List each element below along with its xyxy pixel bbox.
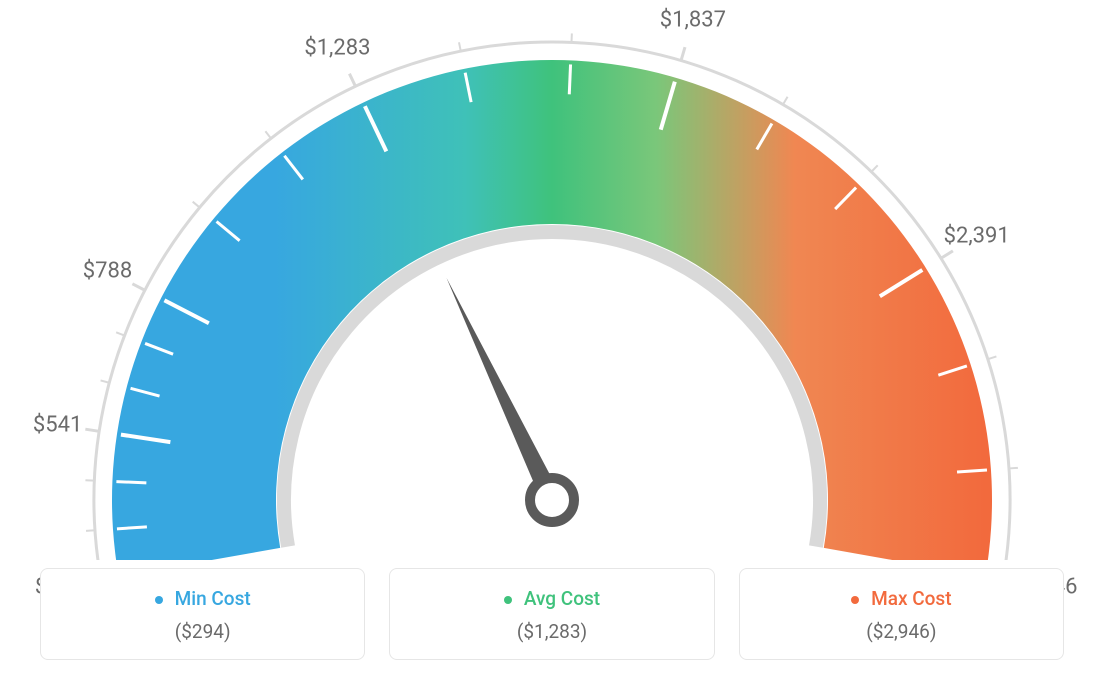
tick-label: $1,837 <box>660 8 726 33</box>
legend-value-avg: ($1,283) <box>400 620 703 643</box>
minor-tick <box>569 64 570 94</box>
legend-label: Avg Cost <box>524 587 600 610</box>
scale-minor-tick <box>265 131 271 138</box>
tick-label: $541 <box>33 412 82 437</box>
scale-tick <box>681 47 685 60</box>
minor-tick <box>116 482 146 483</box>
tick-label: $788 <box>83 259 132 284</box>
minor-tick <box>117 527 147 529</box>
legend-card-min: Min Cost ($294) <box>40 568 365 660</box>
scale-tick <box>349 74 355 87</box>
legend-title-avg: Avg Cost <box>400 587 703 610</box>
legend-card-avg: Avg Cost ($1,283) <box>389 568 714 660</box>
scale-minor-tick <box>116 332 124 335</box>
scale-tick <box>132 284 144 290</box>
scale-minor-tick <box>988 356 997 359</box>
legend-value-min: ($294) <box>51 620 354 643</box>
dot-icon <box>504 596 512 604</box>
scale-minor-tick <box>871 165 877 171</box>
legend-title-max: Max Cost <box>750 587 1053 610</box>
scale-tick <box>85 429 99 431</box>
tick-label: $2,391 <box>944 224 1010 249</box>
legend-label: Min Cost <box>175 587 251 610</box>
dot-icon <box>155 596 163 604</box>
scale-minor-tick <box>783 97 788 105</box>
scale-minor-tick <box>101 380 110 382</box>
cost-gauge: $294$541$788$1,283$1,837$2,391$2,946 <box>0 0 1104 560</box>
tick-label: $1,283 <box>304 36 370 61</box>
scale-minor-tick <box>1009 468 1018 469</box>
needle-base <box>530 478 574 522</box>
legend-value-max: ($2,946) <box>750 620 1053 643</box>
legend-title-min: Min Cost <box>51 587 354 610</box>
scale-minor-tick <box>193 202 200 208</box>
legend-row: Min Cost ($294) Avg Cost ($1,283) Max Co… <box>40 568 1064 660</box>
scale-tick <box>941 251 953 258</box>
gauge-svg <box>0 0 1104 560</box>
gauge-needle <box>446 278 561 504</box>
legend-card-max: Max Cost ($2,946) <box>739 568 1064 660</box>
legend-label: Max Cost <box>871 587 951 610</box>
scale-minor-tick <box>86 530 95 531</box>
minor-tick <box>957 470 987 472</box>
dot-icon <box>851 596 859 604</box>
